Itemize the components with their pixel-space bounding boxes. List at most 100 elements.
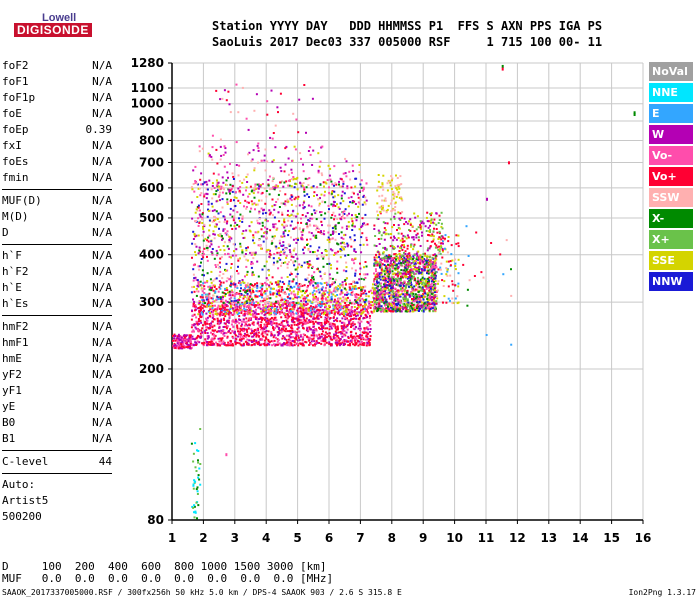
echo-point <box>211 205 214 208</box>
echo-point <box>202 302 205 305</box>
echo-point <box>303 292 306 294</box>
echo-point <box>197 329 200 332</box>
echo-point <box>383 290 386 293</box>
echo-point <box>216 330 219 333</box>
echo-point <box>301 324 304 327</box>
echo-point <box>248 225 251 228</box>
echo-point <box>331 324 334 327</box>
echo-point <box>253 167 256 170</box>
echo-point <box>302 252 305 255</box>
echo-point <box>225 327 228 330</box>
echo-point <box>352 259 355 262</box>
echo-point <box>234 343 237 346</box>
echo-point <box>324 303 327 306</box>
echo-point <box>333 298 336 301</box>
echo-point <box>202 304 205 307</box>
echo-point <box>423 263 426 266</box>
echo-point <box>336 320 339 323</box>
echo-point <box>354 293 357 296</box>
echo-point <box>276 300 279 303</box>
echo-point <box>282 306 285 309</box>
echo-point <box>336 267 339 270</box>
echo-point <box>293 285 296 288</box>
echo-point <box>322 230 325 233</box>
echo-point <box>349 335 352 337</box>
echo-point <box>326 238 329 241</box>
echo-point <box>201 183 204 186</box>
echo-point <box>306 294 309 297</box>
echo-point <box>352 280 355 283</box>
echo-point <box>369 315 371 317</box>
echo-point <box>274 223 277 226</box>
echo-point <box>390 280 393 283</box>
echo-point <box>271 235 274 238</box>
echo-point <box>258 303 261 306</box>
echo-point <box>308 313 311 316</box>
echo-point <box>210 202 213 205</box>
echo-point <box>312 329 315 332</box>
echo-point <box>190 346 193 349</box>
echo-point <box>372 283 374 286</box>
echo-point <box>418 268 420 271</box>
echo-point <box>230 306 233 309</box>
echo-point <box>377 309 380 312</box>
echo-point <box>297 324 300 327</box>
echo-point <box>347 292 350 295</box>
echo-point <box>219 314 222 317</box>
echo-point <box>218 307 221 310</box>
echo-point <box>283 250 285 253</box>
echo-point <box>328 273 331 276</box>
echo-point <box>292 261 295 264</box>
echo-point <box>362 195 365 198</box>
echo-point <box>341 185 344 188</box>
echo-point <box>219 248 222 251</box>
echo-point <box>235 311 238 314</box>
echo-point <box>368 331 371 333</box>
echo-point <box>295 253 298 256</box>
echo-point <box>362 342 364 345</box>
echo-point <box>239 305 242 307</box>
echo-point <box>386 267 389 270</box>
echo-point <box>275 201 278 203</box>
echo-point <box>323 291 326 294</box>
echo-point <box>421 289 424 292</box>
echo-point <box>206 319 209 322</box>
echo-point <box>435 271 437 274</box>
echo-point <box>409 295 412 298</box>
echo-point <box>252 330 255 333</box>
echo-point <box>378 307 381 310</box>
echo-point <box>214 291 217 294</box>
echo-point <box>199 178 202 181</box>
echo-point <box>255 339 258 342</box>
echo-point <box>238 332 241 335</box>
echo-point <box>255 334 258 337</box>
echo-point <box>313 340 316 343</box>
echo-point <box>187 340 190 343</box>
echo-point <box>239 327 242 330</box>
echo-point <box>401 281 404 284</box>
echo-point <box>271 302 274 305</box>
echo-point <box>211 248 214 250</box>
echo-point <box>376 290 379 293</box>
echo-point <box>395 308 398 311</box>
echo-point <box>173 342 176 345</box>
echo-point <box>299 152 302 155</box>
echo-point <box>260 312 263 315</box>
echo-point <box>267 310 270 313</box>
echo-point <box>273 235 276 238</box>
echo-point <box>350 325 353 328</box>
echo-point <box>249 317 252 320</box>
echo-point <box>284 163 287 166</box>
echo-point <box>396 304 399 307</box>
echo-point <box>312 317 315 320</box>
echo-point <box>200 258 203 260</box>
echo-point <box>369 307 372 309</box>
echo-point <box>303 186 305 189</box>
echo-point <box>296 328 299 331</box>
echo-point <box>234 293 237 296</box>
echo-point <box>328 208 330 211</box>
echo-point <box>360 320 363 323</box>
echo-point <box>326 263 329 265</box>
echo-point <box>306 327 309 330</box>
echo-point <box>359 198 362 201</box>
